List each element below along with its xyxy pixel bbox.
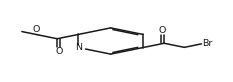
Text: Br: Br: [202, 39, 212, 48]
Text: O: O: [55, 47, 62, 56]
Text: O: O: [159, 26, 166, 35]
Text: O: O: [33, 25, 40, 34]
Text: N: N: [75, 43, 82, 52]
